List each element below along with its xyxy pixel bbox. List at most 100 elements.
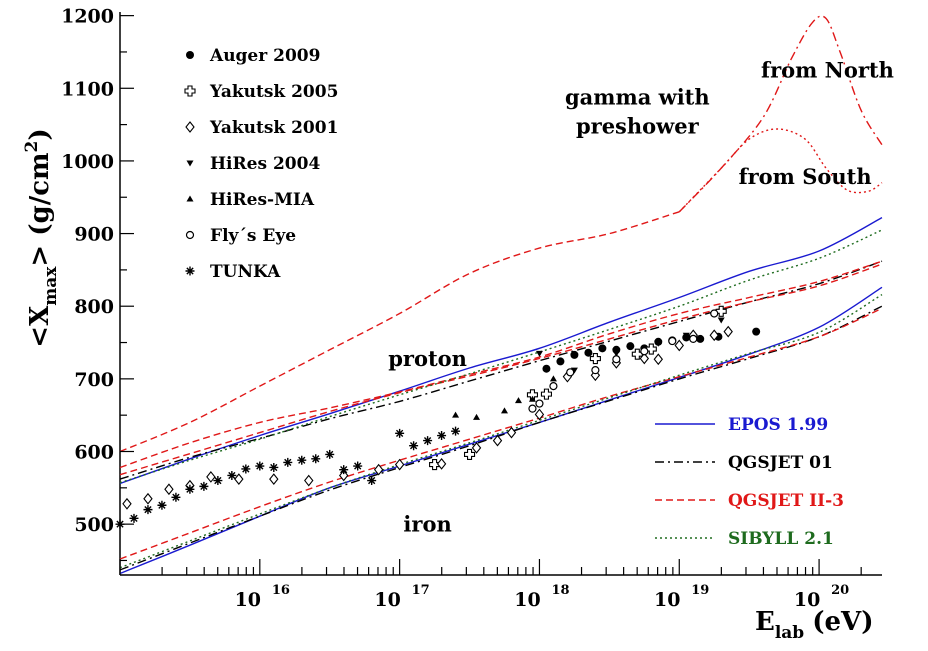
data-point <box>311 454 321 464</box>
annotations-group: gamma with preshower from North from South p… <box>388 57 894 536</box>
data-point <box>213 476 223 486</box>
data-points-group <box>115 305 761 529</box>
x-tick-label: 10 <box>235 589 261 611</box>
data-point <box>122 497 132 510</box>
data-point <box>129 513 139 523</box>
series-line <box>119 293 883 569</box>
data-point <box>339 469 349 482</box>
data-point <box>206 471 216 483</box>
legend-marker <box>185 121 195 133</box>
data-point <box>556 357 565 366</box>
x-tick-exponent: 18 <box>551 583 569 598</box>
legend-marker <box>184 85 196 97</box>
y-tick-label: 800 <box>74 296 114 318</box>
data-point <box>255 461 265 471</box>
y-axis-label-mid: > (g/cm <box>25 152 55 266</box>
legend-label: EPOS 1.99 <box>728 415 828 435</box>
data-point <box>591 366 600 375</box>
annotation: gamma with <box>565 84 710 109</box>
data-point <box>752 327 761 336</box>
data-point <box>645 343 657 355</box>
annotation: from South <box>739 164 872 189</box>
data-point <box>143 505 153 515</box>
y-tick-label: 1100 <box>61 78 114 100</box>
data-point <box>639 352 650 365</box>
data-point <box>682 332 690 339</box>
data-point <box>584 348 593 357</box>
data-point <box>668 336 677 346</box>
data-point <box>164 483 174 496</box>
series-line <box>119 263 883 476</box>
data-point <box>367 476 377 486</box>
series-group <box>119 15 883 575</box>
data-point <box>709 329 719 342</box>
data-point <box>626 342 635 351</box>
series-line <box>119 211 680 453</box>
data-point <box>506 426 517 439</box>
x-tick-exponent: 16 <box>272 583 290 598</box>
series-line <box>678 128 883 213</box>
x-axis-label-sub: lab <box>775 623 804 643</box>
data-point <box>269 462 279 472</box>
data-point <box>171 492 181 502</box>
data-point <box>717 317 725 324</box>
x-tick-label: 10 <box>514 589 540 611</box>
ticks-group: 500 600 700 800 900 1000 1100 1200 10 16 10 17 10 18 1… <box>61 6 862 611</box>
series-line <box>678 15 883 213</box>
data-point <box>631 348 643 360</box>
data-point <box>199 481 209 491</box>
data-point <box>492 434 503 447</box>
legend-label: Yakutsk 2005 <box>209 82 338 102</box>
data-point <box>640 347 649 356</box>
y-tick-label: 500 <box>74 514 114 536</box>
series-line <box>119 305 883 571</box>
data-point <box>227 470 237 480</box>
x-tick-label: 10 <box>654 589 680 611</box>
data-point <box>710 309 719 318</box>
legend-label: QGSJET II-3 <box>728 491 844 511</box>
data-point <box>589 352 601 365</box>
y-axis-label-sub: max <box>41 266 61 306</box>
legend-models: EPOS 1.99 QGSJET 01 QGSJET II-3 SIBYLL 2.1 <box>655 415 844 549</box>
data-point <box>143 492 153 505</box>
data-point <box>723 325 733 338</box>
y-axis-label-close: ) <box>25 128 55 140</box>
data-point <box>689 334 698 344</box>
x-tick-label: 10 <box>794 589 820 611</box>
y-tick-label: 1000 <box>61 151 114 173</box>
data-point <box>423 436 433 446</box>
legend-data: Auger 2009 Yakutsk 2005 Yakutsk 2001 HiRes … <box>184 46 338 282</box>
legend-label: QGSJET 01 <box>728 453 833 473</box>
legend-marker <box>186 160 194 167</box>
data-point <box>500 407 508 414</box>
data-point <box>534 408 545 421</box>
data-point <box>654 340 662 347</box>
data-point <box>463 448 476 460</box>
data-point <box>394 458 405 471</box>
legend-label: TUNKA <box>210 262 281 282</box>
series-line <box>119 260 883 480</box>
data-point <box>353 461 363 471</box>
data-point <box>696 334 705 343</box>
data-point <box>612 350 620 357</box>
y-axis-label: <Xmax> (g/cm2) <box>22 128 61 347</box>
series-line <box>119 260 883 469</box>
data-point <box>612 355 621 364</box>
data-point <box>528 404 537 413</box>
data-point <box>566 368 575 377</box>
data-point <box>185 484 195 494</box>
data-point <box>542 364 551 373</box>
y-tick-label: 600 <box>74 442 114 464</box>
x-tick-exponent: 17 <box>412 583 430 598</box>
data-point <box>157 500 167 510</box>
data-point <box>297 455 307 465</box>
x-axis-label-unit: (eV) <box>812 607 873 637</box>
data-point <box>535 399 544 408</box>
y-tick-label: 900 <box>74 224 114 246</box>
legend-marker <box>186 51 194 59</box>
y-tick-label: 700 <box>74 369 114 391</box>
legend-label: Auger 2009 <box>209 46 320 66</box>
data-point <box>715 305 727 317</box>
data-point <box>674 339 684 352</box>
annotation: preshower <box>576 113 700 138</box>
